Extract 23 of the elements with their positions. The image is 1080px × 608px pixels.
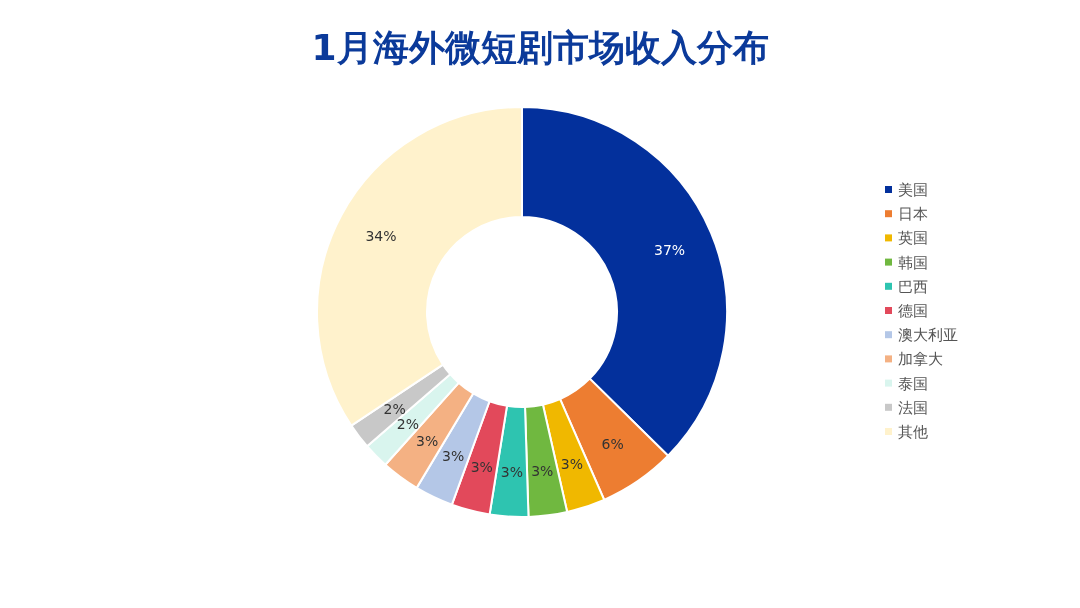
data-label: 3% xyxy=(442,448,465,465)
data-label: 2% xyxy=(396,416,420,433)
data-label: 6% xyxy=(601,435,624,452)
legend-label: 韩国 xyxy=(898,253,928,272)
data-label: 34% xyxy=(365,228,397,245)
data-label: 3% xyxy=(531,462,554,479)
chart-title: 1月海外微短剧市场收入分布 xyxy=(311,27,769,68)
legend-label: 美国 xyxy=(898,181,928,199)
data-label: 3% xyxy=(560,456,584,473)
legend-label: 法国 xyxy=(898,398,928,417)
data-label: 3% xyxy=(416,432,439,449)
data-label: 3% xyxy=(500,463,523,480)
data-label: 37% xyxy=(654,242,686,259)
legend-label: 加拿大 xyxy=(898,350,943,369)
legend-label: 德国 xyxy=(898,302,928,320)
legend-label: 澳大利亚 xyxy=(898,326,958,345)
legend-label: 泰国 xyxy=(898,374,928,393)
legend-label: 其他 xyxy=(898,423,928,441)
data-label: 3% xyxy=(470,458,493,475)
legend-label: 英国 xyxy=(898,229,928,248)
legend-label: 巴西 xyxy=(898,277,928,296)
legend-label: 日本 xyxy=(898,205,928,224)
data-label: 2% xyxy=(383,400,406,417)
